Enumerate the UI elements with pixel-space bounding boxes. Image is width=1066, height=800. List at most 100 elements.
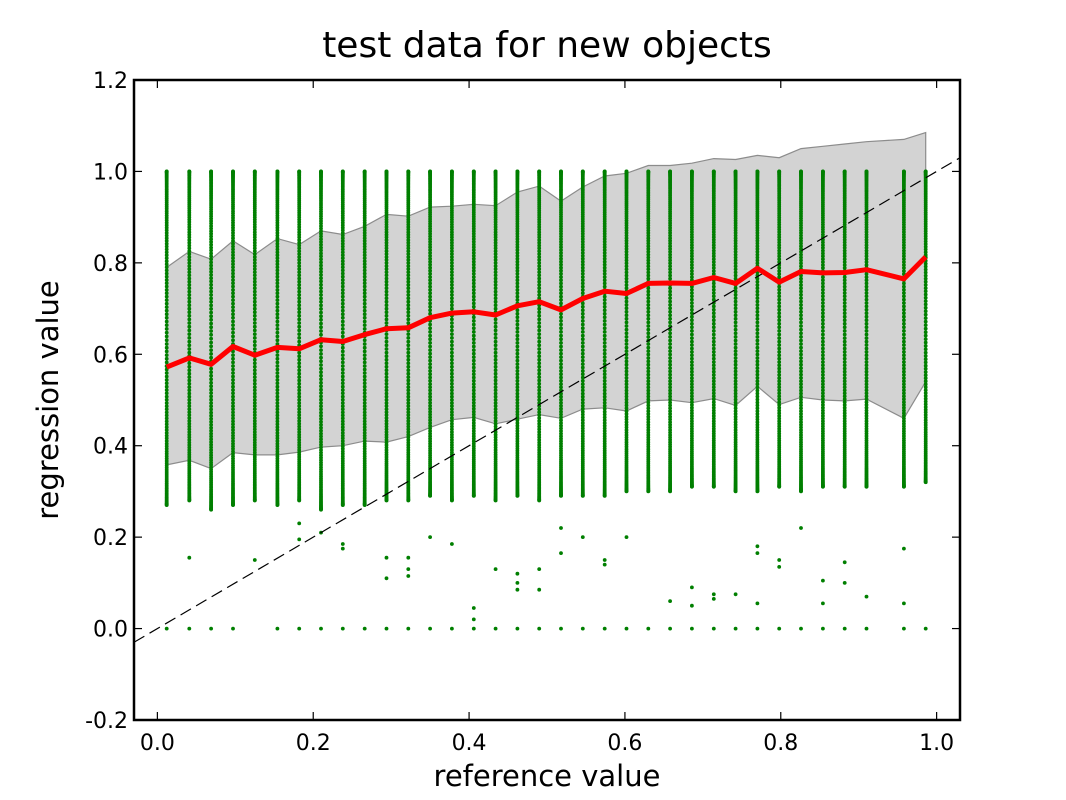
scatter-point [450, 276, 454, 281]
scatter-point [319, 276, 323, 281]
scatter-point [733, 397, 738, 402]
scatter-point [297, 339, 302, 344]
scatter-point [231, 428, 235, 432]
scatter-point [252, 416, 257, 420]
scatter-point [842, 257, 847, 261]
scatter-point [297, 391, 302, 396]
scatter-point [902, 356, 906, 361]
scatter-point [209, 254, 214, 259]
scatter-point [275, 416, 280, 421]
scatter-point [428, 304, 432, 309]
scatter-point [537, 413, 542, 417]
scatter-point [450, 279, 454, 284]
scatter-point [711, 325, 716, 330]
scatter-point [406, 394, 411, 399]
scatter-point [923, 305, 928, 310]
scatter-point [923, 289, 928, 294]
scatter-point [755, 425, 760, 430]
scatter-point [842, 416, 847, 421]
scatter-point [493, 332, 498, 336]
scatter-point [777, 363, 782, 368]
scatter-point [864, 394, 869, 399]
scatter-point [733, 349, 738, 353]
scatter-point [340, 278, 345, 282]
scatter-point [362, 428, 367, 432]
scatter-point [252, 232, 257, 237]
scatter-point [559, 365, 563, 370]
scatter-point [187, 394, 192, 399]
scatter-point [450, 249, 454, 254]
scatter-point [711, 243, 716, 248]
scatter-point [580, 415, 585, 420]
scatter-point [515, 251, 520, 255]
scatter-point [252, 289, 257, 294]
scatter-point [902, 385, 906, 390]
scatter-point [864, 424, 869, 429]
scatter-point [187, 427, 192, 432]
scatter-point [559, 333, 563, 338]
scatter-point [209, 251, 214, 256]
scatter-point [821, 294, 825, 299]
scatter-point [319, 317, 323, 322]
scatter-point [164, 360, 169, 365]
scatter-point [319, 245, 323, 250]
scatter-point [275, 247, 280, 252]
scatter-point [406, 398, 411, 402]
scatter-point [297, 270, 302, 274]
scatter-point [493, 336, 498, 340]
scatter-point [602, 259, 607, 264]
scatter-point [668, 372, 672, 377]
scatter-point [384, 303, 389, 308]
scatter-point [733, 236, 738, 241]
scatter-point [450, 364, 454, 369]
scatter-point [864, 248, 869, 253]
scatter-point [733, 425, 738, 430]
scatter-point [428, 169, 432, 174]
scatter-point [902, 397, 906, 402]
scatter-point [471, 169, 476, 174]
scatter-point [668, 397, 672, 402]
scatter-point [493, 261, 498, 265]
scatter-point [580, 237, 585, 241]
scatter-point [297, 368, 302, 373]
scatter-point [580, 348, 585, 352]
scatter-point [493, 286, 498, 291]
scatter-point [406, 310, 411, 315]
scatter-point [252, 438, 257, 442]
scatter-point [733, 303, 738, 307]
scatter-point [187, 240, 192, 245]
scatter-point [275, 319, 280, 324]
scatter-point [340, 436, 345, 441]
scatter-point [471, 322, 476, 327]
scatter-point [559, 409, 563, 414]
scatter-point [646, 345, 651, 350]
scatter-point [252, 410, 257, 414]
scatter-point [340, 374, 345, 379]
scatter-point [406, 350, 411, 355]
scatter-point [428, 284, 432, 289]
scatter-point [646, 403, 651, 408]
scatter-point [493, 381, 498, 386]
scatter-point [624, 425, 629, 430]
scatter-point [297, 404, 302, 408]
scatter-point [319, 366, 323, 371]
scatter-point [799, 379, 803, 383]
scatter-point [252, 230, 257, 235]
scatter-point [711, 343, 716, 347]
scatter-point [602, 385, 607, 390]
scatter-point [821, 332, 825, 337]
scatter-point [384, 371, 389, 376]
scatter-point [821, 394, 825, 399]
scatter-point [602, 248, 607, 252]
scatter-point [777, 356, 782, 361]
scatter-point [164, 256, 169, 260]
scatter-point [602, 434, 607, 439]
scatter-point [515, 388, 520, 393]
scatter-point [668, 359, 672, 364]
scatter-point [537, 375, 542, 379]
scatter-point [559, 423, 563, 428]
scatter-point [384, 299, 389, 304]
scatter-point [319, 273, 323, 277]
scatter-point [821, 260, 825, 264]
scatter-point [252, 238, 257, 242]
